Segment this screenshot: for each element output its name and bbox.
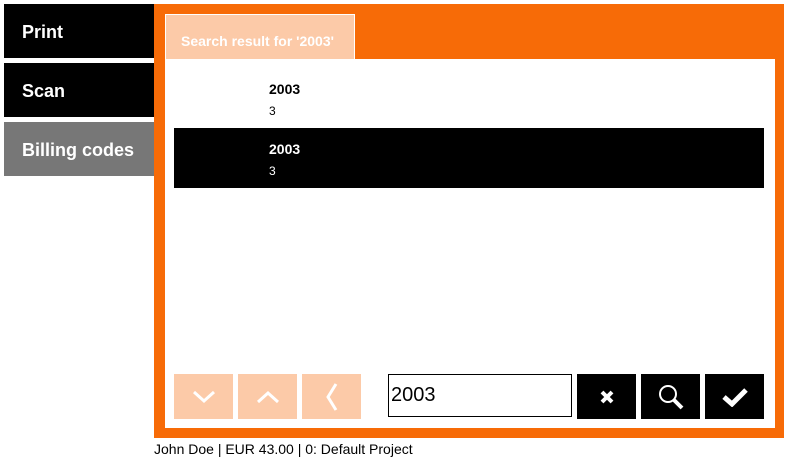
list-item-selected[interactable]: 2003 3 (174, 128, 764, 188)
tab-search-result[interactable]: Search result for '2003' (165, 14, 355, 59)
scroll-up-button[interactable] (238, 374, 297, 419)
chevron-down-icon (192, 390, 215, 403)
chevron-left-icon (325, 382, 337, 411)
status-bar: John Doe | EUR 43.00 | 0: Default Projec… (154, 441, 413, 457)
main-frame: Search result for '2003' 2003 3 2003 3 (154, 4, 784, 438)
item-subtitle: 3 (269, 104, 276, 118)
confirm-button[interactable] (705, 374, 764, 419)
item-title: 2003 (269, 141, 301, 157)
item-subtitle: 3 (269, 164, 276, 178)
sidebar-item-scan[interactable]: Scan (4, 63, 154, 117)
sidebar-item-label: Scan (22, 81, 66, 101)
sidebar-item-print[interactable]: Print (4, 4, 154, 58)
clear-button[interactable] (577, 374, 636, 419)
scroll-down-button[interactable] (174, 374, 233, 419)
sidebar-item-label: Billing codes (22, 140, 135, 160)
item-title: 2003 (269, 81, 301, 97)
sidebar-item-billing-codes[interactable]: Billing codes (4, 122, 154, 176)
chevron-up-icon (256, 390, 279, 403)
search-input[interactable] (388, 374, 572, 417)
close-icon (600, 390, 613, 403)
sidebar-item-label: Print (22, 22, 64, 42)
tab-label: Search result for '2003' (181, 33, 334, 49)
search-icon (658, 384, 683, 409)
search-button[interactable] (641, 374, 700, 419)
back-button[interactable] (302, 374, 361, 419)
checkmark-icon (721, 387, 748, 407)
results-panel: 2003 3 2003 3 (165, 59, 775, 428)
list-item[interactable]: 2003 3 (174, 68, 764, 128)
